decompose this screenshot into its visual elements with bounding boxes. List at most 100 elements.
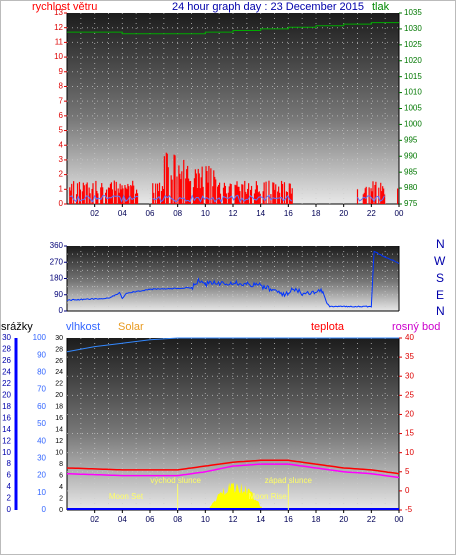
direction-y-tick-label: 180 [50,274,64,283]
wind-x-tick-label: 20 [339,209,348,218]
rain-y-tick-label: 16 [2,413,11,422]
rain-mm-tick-label: 10 [55,450,63,457]
wind-x-tick-label: 00 [395,209,404,218]
temperature-line [66,459,400,475]
wind-speed-y-tick-label: 4 [59,140,64,149]
wind-x-tick-label: 18 [312,209,321,218]
humidity-y-tick-label: 10 [37,488,46,497]
wind-x-tick-label: 10 [201,209,210,218]
pressure-y-tick-label: 980 [404,183,418,192]
climate-x-tick-label: 22 [367,515,376,524]
wind-x-tick-label: 02 [90,209,99,218]
sunset-label: západ slunce [265,476,313,485]
temperature-y-tick-label: -5 [405,505,413,514]
compass-n-bottom: N [436,304,445,318]
wind-speed-y-tick-label: 9 [59,67,64,76]
wind-speed-y-tick-label: 1 [59,184,64,193]
humidity-y-tick-label: 70 [37,385,46,394]
rain-y-tick-label: 24 [2,368,11,377]
rain-y-tick-label: 18 [2,402,11,411]
sunrise-label: východ slunce [150,476,201,485]
compass-n-top: N [436,237,445,251]
wind-x-tick-label: 22 [367,209,376,218]
rain-y-tick-label: 22 [2,379,11,388]
humidity-y-tick-label: 100 [33,333,47,342]
humidity-y-tick-label: 80 [37,368,46,377]
rain-y-tick-label: 28 [2,345,11,354]
wind-speed-y-tick-label: 0 [59,199,64,208]
humidity-y-tick-label: 30 [37,454,46,463]
rain-mm-tick-label: 24 [55,369,63,376]
rain-mm-tick-label: 4 [59,484,63,491]
rain-mm-tick-label: 18 [55,404,63,411]
climate-x-tick-label: 16 [284,515,293,524]
temperature-y-tick-label: 0 [405,486,410,495]
rain-mm-tick-label: 14 [55,427,63,434]
climate-x-tick-label: 08 [173,515,182,524]
wind-speed-y-tick-label: 12 [54,23,63,32]
rain-axis-title: srážky [1,321,33,333]
climate-x-tick-label: 20 [339,515,348,524]
humidity-y-tick-label: 20 [37,471,46,480]
chart-title: 24 hour graph day : 23 December 2015 [172,1,365,13]
climate-x-tick-label: 18 [312,515,321,524]
rain-y-tick-label: 14 [2,425,11,434]
wind-x-tick-label: 06 [146,209,155,218]
pressure-y-tick-label: 995 [404,135,418,144]
rain-y-tick-label: 12 [2,436,11,445]
wind-gust-line [69,194,139,203]
rain-y-tick-label: 26 [2,356,11,365]
solar-label: Solar [118,321,144,333]
temperature-y-tick-label: 40 [405,333,414,342]
temperature-axis-title: teplota [311,321,345,333]
humidity-y-tick-label: 50 [37,419,46,428]
pressure-y-tick-label: 1030 [404,24,422,33]
wind-speed-y-tick-label: 7 [59,96,64,105]
climate-x-tick-label: 10 [201,515,210,524]
direction-y-tick-label: 0 [59,306,64,315]
wind-speed-axis-title: rychlost větru [32,1,98,13]
rain-mm-tick-label: 28 [55,346,63,353]
rain-mm-tick-label: 20 [55,392,63,399]
pressure-y-tick-label: 1000 [404,120,422,129]
rain-mm-tick-label: 22 [55,381,63,388]
humidity-y-tick-label: 40 [37,436,46,445]
dewpoint-axis-title: rosný bod [392,321,441,333]
compass-e: E [436,288,445,302]
temperature-y-tick-label: 30 [405,371,414,380]
wind-x-tick-label: 16 [284,209,293,218]
temperature-y-tick-label: 5 [405,467,410,476]
rain-y-tick-label: 4 [7,482,12,491]
pressure-y-tick-label: 1035 [404,8,422,17]
rain-mm-tick-label: 6 [59,472,63,479]
pressure-line [67,22,399,35]
wind-x-tick-label: 08 [173,209,182,218]
rain-mm-tick-label: 12 [55,438,63,445]
wind-direction-line [66,250,399,308]
pressure-y-tick-label: 1015 [404,72,422,81]
humidity-y-tick-label: 60 [37,402,46,411]
temperature-y-tick-label: 35 [405,352,414,361]
direction-y-tick-label: 90 [54,290,63,299]
pressure-y-tick-label: 1020 [404,56,422,65]
wind-gust-line [152,194,293,203]
rain-y-tick-label: 0 [7,505,12,514]
wind-x-tick-label: 04 [118,209,127,218]
wind-speed-y-tick-label: 6 [59,111,64,120]
humidity-y-tick-label: 0 [42,505,47,514]
climate-x-tick-label: 14 [256,515,265,524]
wind-x-tick-label: 14 [256,209,265,218]
wind-x-tick-label: 12 [229,209,238,218]
compass-w: W [434,254,446,268]
pressure-y-tick-label: 1005 [404,104,422,113]
rain-mm-tick-label: 16 [55,415,63,422]
moonrise-label: Moon Rise [248,492,287,501]
wind-pressure-panel: 0123456789101112139759809859909951000100… [54,8,422,218]
rain-y-tick-label: 30 [2,333,11,342]
wind-speed-y-tick-label: 5 [59,126,64,135]
rain-mm-tick-label: 8 [59,461,63,468]
rain-mm-tick-label: 26 [55,358,63,365]
wind-direction-panel: 0 90 180 270 360 [50,241,400,315]
rain-mm-tick-label: 30 [55,335,63,342]
